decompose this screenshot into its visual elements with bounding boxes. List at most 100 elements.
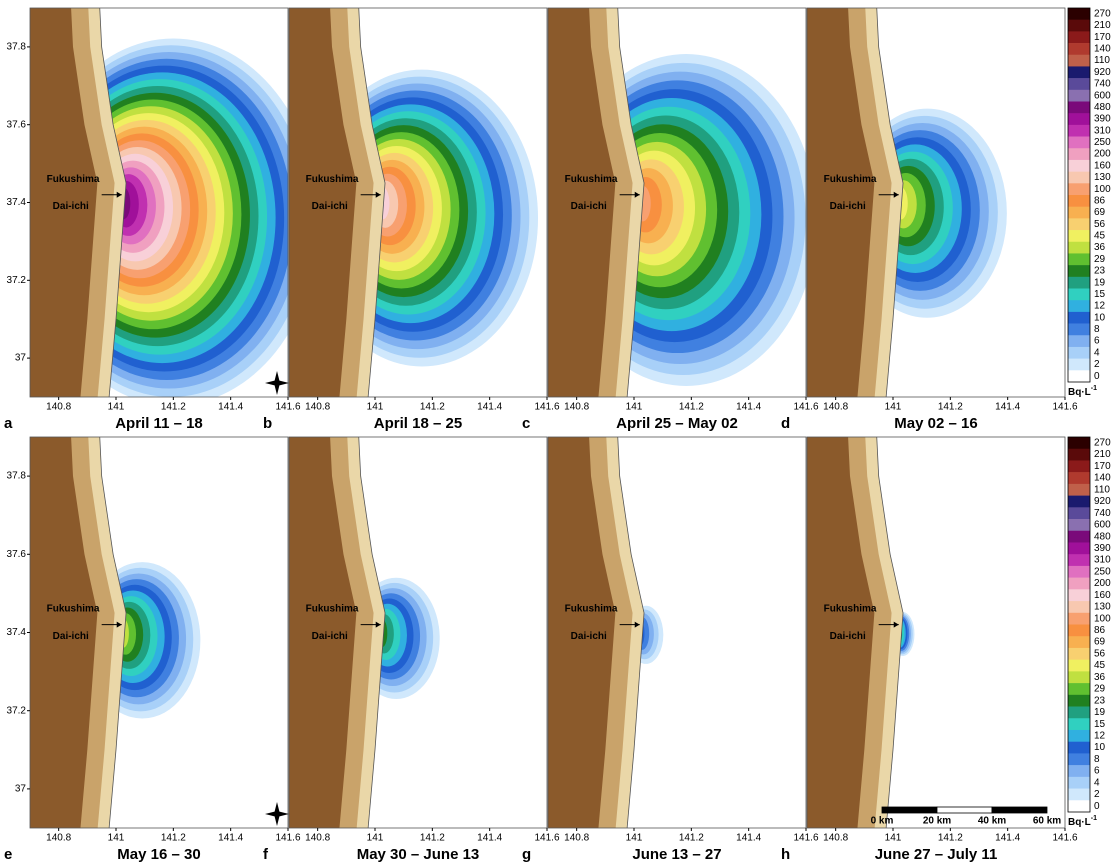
colorbar-swatch	[1068, 483, 1090, 496]
colorbar-swatch	[1068, 54, 1090, 67]
colorbar-swatch	[1068, 311, 1090, 324]
y-tick-label: 37.6	[7, 119, 27, 130]
colorbar-label: 4	[1094, 777, 1100, 788]
colorbar-swatch	[1068, 718, 1090, 731]
unit: Bq·L	[1068, 387, 1091, 398]
colorbar-label: 0	[1094, 801, 1100, 812]
annotation: Fukushima	[306, 174, 359, 185]
colorbar-label: 0	[1094, 371, 1100, 382]
colorbar-label: 170	[1094, 32, 1111, 43]
x-tick-label: 141	[367, 833, 384, 844]
colorbar-swatch	[1068, 589, 1090, 602]
x-tick-label: 140.8	[305, 402, 330, 413]
colorbar-label: 29	[1094, 254, 1106, 265]
colorbar-swatch	[1068, 776, 1090, 789]
colorbar-label: 6	[1094, 766, 1100, 777]
map-panel: Fukushima Dai-ichi 140.8 141 141.2 141.4 141.6…	[522, 436, 819, 863]
highland	[807, 8, 875, 397]
land	[30, 8, 127, 397]
x-tick-label: 141	[108, 402, 125, 413]
panel-letter: g	[522, 846, 531, 863]
colorbar-swatch	[1068, 624, 1090, 637]
colorbar-swatch	[1068, 218, 1090, 231]
panel-title: May 16 – 30	[117, 846, 200, 863]
colorbar-label: 600	[1094, 90, 1111, 101]
colorbar-label: 310	[1094, 125, 1111, 136]
scale-segment	[936, 806, 993, 814]
colorbar-swatch	[1068, 358, 1090, 371]
colorbar-swatch	[1068, 265, 1090, 278]
colorbar-label: 19	[1094, 707, 1106, 718]
colorbar-label: 920	[1094, 496, 1111, 507]
x-tick-label: 141.2	[161, 402, 186, 413]
panel-letter: d	[781, 415, 790, 432]
colorbar-swatch	[1068, 171, 1090, 184]
colorbar-swatch	[1068, 19, 1090, 32]
colorbar-swatch	[1068, 148, 1090, 161]
colorbar-label: 210	[1094, 20, 1111, 31]
x-tick-label: 140.8	[564, 833, 589, 844]
colorbar-swatch	[1068, 101, 1090, 114]
colorbar-label: 2	[1094, 789, 1100, 800]
colorbar-swatch	[1068, 113, 1090, 126]
map-panel: Fukushima Dai-ichi 140.8 141 141.2 141.4 141.6…	[4, 436, 301, 863]
y-tick-label: 37	[15, 353, 27, 364]
colorbar-label: 4	[1094, 347, 1100, 358]
annotation: Fukushima	[47, 604, 100, 615]
x-tick-label: 141.6	[275, 833, 300, 844]
colorbar-label: 130	[1094, 602, 1111, 613]
colorbar-swatch	[1068, 195, 1090, 207]
colorbar-label: 15	[1094, 289, 1106, 300]
land	[30, 437, 127, 828]
colorbar-label: 45	[1094, 660, 1106, 671]
colorbar-label: 140	[1094, 473, 1111, 484]
y-tick-label: 37.2	[7, 275, 27, 286]
x-tick-label: 141.4	[995, 833, 1020, 844]
colorbar-label: 23	[1094, 695, 1106, 706]
colorbar-unit: Bq·L-1	[1068, 385, 1097, 398]
colorbar-swatch	[1068, 370, 1090, 383]
colorbar-swatch	[1068, 276, 1090, 289]
colorbar-label: 160	[1094, 160, 1111, 171]
y-tick-label: 37.6	[7, 549, 27, 560]
colorbar-label: 250	[1094, 566, 1111, 577]
panel-title: April 11 – 18	[115, 415, 203, 432]
colorbar-swatch	[1068, 565, 1090, 578]
colorbar-swatch	[1068, 31, 1090, 44]
colorbar-label: 390	[1094, 114, 1111, 125]
panel-frame	[547, 7, 807, 398]
north-arrow	[265, 371, 289, 395]
colorbar-swatch	[1068, 89, 1090, 102]
scale-label: 40 km	[978, 816, 1006, 827]
land	[807, 8, 904, 397]
colorbar-label: 200	[1094, 578, 1111, 589]
colorbar-label: 36	[1094, 672, 1106, 683]
x-tick-label: 141	[626, 402, 643, 413]
land	[807, 437, 904, 828]
colorbar-label: 480	[1094, 531, 1111, 542]
x-tick-label: 141.6	[275, 402, 300, 413]
annotation: Fukushima	[565, 604, 618, 615]
colorbar-swatch	[1068, 136, 1090, 149]
x-tick-label: 141.2	[420, 402, 445, 413]
colorbar-label: 10	[1094, 312, 1106, 323]
colorbar-swatch	[1068, 659, 1090, 672]
colorbar-label: 8	[1094, 324, 1100, 335]
x-tick-label: 141.2	[420, 833, 445, 844]
colorbar-label: 110	[1094, 484, 1110, 495]
colorbar-label: 270	[1094, 438, 1111, 449]
map-panel: Fukushima Dai-ichi 140.8 141 141.2 141.4 141.6…	[263, 436, 560, 863]
colorbar-swatch	[1068, 253, 1090, 266]
y-tick-label: 37.4	[7, 627, 27, 638]
colorbar-label: 86	[1094, 625, 1106, 636]
colorbar-swatch	[1068, 448, 1090, 461]
x-tick-label: 141.6	[534, 833, 559, 844]
colorbar-label: 740	[1094, 508, 1111, 519]
arrow-head	[893, 191, 899, 198]
scale-segment	[991, 806, 1048, 814]
panel-letter: h	[781, 846, 790, 863]
map-panel: Fukushima Dai-ichi 140.8 141 141.2 141.4 141.6…	[4, 7, 301, 432]
x-tick-label: 141.4	[477, 402, 502, 413]
colorbar-label: 100	[1094, 613, 1111, 624]
annotation: Dai-ichi	[53, 201, 89, 212]
